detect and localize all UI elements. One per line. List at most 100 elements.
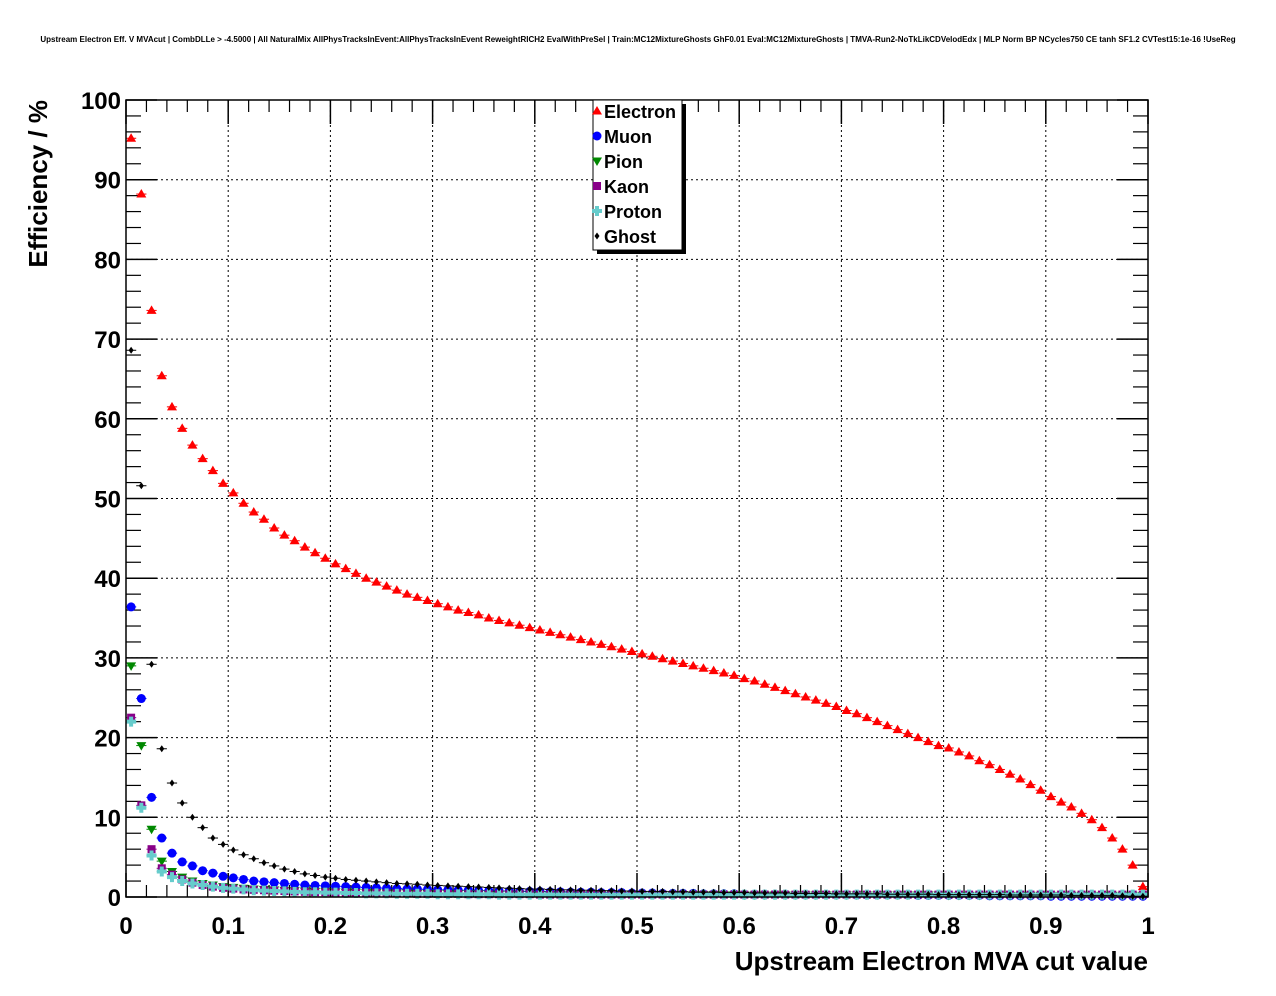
ghost-point	[813, 889, 819, 897]
ghost-point	[649, 887, 655, 895]
ghost-point	[363, 877, 369, 885]
kaon-point	[147, 845, 156, 854]
ghost-point	[302, 870, 308, 878]
series-ghost	[126, 346, 1148, 900]
electron-point	[913, 732, 924, 742]
muon-point	[249, 876, 259, 886]
ghost-point	[670, 888, 676, 896]
electron-point	[831, 701, 842, 711]
electron-point	[1097, 822, 1108, 832]
electron-point	[882, 720, 893, 730]
ghost-point	[629, 887, 635, 895]
legend-label-electron: Electron	[604, 102, 676, 122]
muon-point	[259, 877, 269, 887]
y-tick-label: 80	[94, 247, 121, 274]
electron-point	[483, 613, 494, 622]
electron-point	[422, 595, 433, 605]
ghost-point	[496, 884, 502, 892]
x-tick-label: 1	[1141, 913, 1154, 940]
muon-point	[147, 792, 157, 802]
y-tick-label: 40	[94, 566, 121, 593]
electron-point	[790, 688, 801, 698]
proton-point	[320, 887, 331, 898]
x-tick-label: 0.1	[212, 913, 245, 940]
electron-point	[258, 514, 269, 523]
electron-point	[156, 370, 167, 380]
electron-point	[565, 632, 576, 641]
electron-point	[626, 646, 637, 656]
proton-point	[228, 883, 239, 894]
proton-point	[381, 888, 392, 899]
ghost-point	[537, 885, 543, 893]
electron-point	[1005, 769, 1016, 778]
electron-point	[320, 553, 331, 562]
electron-point	[1107, 833, 1118, 842]
ghost-point	[1130, 892, 1136, 900]
electron-point	[821, 698, 832, 707]
electron-point	[861, 712, 872, 722]
electron-point	[759, 679, 770, 688]
muon-point	[300, 880, 310, 890]
proton-point	[524, 889, 535, 900]
electron-point	[524, 622, 535, 632]
ghost-point	[690, 888, 696, 896]
proton-point	[269, 886, 280, 897]
x-tick-label: 0.7	[825, 913, 858, 940]
electron-point	[218, 478, 229, 487]
electron-point	[442, 601, 453, 611]
ghost-point	[598, 887, 604, 895]
y-tick-label: 100	[81, 88, 121, 115]
tick-labels: 0 0.1 0.2 0.3 0.4 0.5 0.6 0.7 0.8 0.9 101020304050…	[81, 88, 1155, 940]
electron-point	[596, 639, 607, 648]
ghost-point	[578, 886, 584, 894]
electron-point	[269, 522, 280, 532]
x-tick-label: 0	[119, 913, 132, 940]
legend-box	[592, 99, 683, 251]
proton-point	[402, 888, 413, 899]
legend-marker-ghost-icon	[594, 232, 600, 240]
proton-point	[483, 889, 494, 900]
ghost-point	[384, 879, 390, 887]
pion-point	[156, 857, 167, 867]
ghost-point	[138, 482, 144, 490]
proton-point	[258, 885, 269, 896]
electron-point	[964, 750, 975, 760]
y-axis-title: Efficiency / %	[23, 100, 53, 268]
proton-point	[310, 887, 321, 898]
electron-point	[667, 656, 678, 665]
electron-point	[841, 705, 852, 715]
ghost-point	[721, 889, 727, 897]
proton-point	[606, 889, 617, 900]
proton-point	[166, 872, 177, 883]
electron-point	[534, 625, 545, 634]
muon-point	[167, 848, 177, 858]
x-tick-label: 0.9	[1029, 913, 1062, 940]
electron-point	[207, 465, 218, 475]
y-tick-label: 20	[94, 726, 121, 753]
electron-point	[718, 668, 729, 677]
proton-point	[197, 880, 208, 891]
ghost-point	[343, 875, 349, 883]
ghost-point	[639, 887, 645, 895]
electron-point	[279, 530, 290, 539]
proton-point	[432, 889, 443, 900]
x-tick-label: 0.5	[620, 913, 653, 940]
electron-point	[800, 691, 811, 701]
electron-point	[146, 305, 157, 314]
electron-point	[361, 573, 372, 582]
proton-point	[596, 889, 607, 900]
electron-point	[504, 617, 515, 627]
ghost-point	[711, 888, 717, 896]
proton-point	[248, 885, 259, 896]
muon-point	[218, 871, 228, 881]
electron-point	[575, 634, 586, 644]
proton-point	[534, 889, 545, 900]
ghost-point	[905, 890, 911, 898]
electron-point	[1056, 797, 1067, 806]
electron-point	[381, 581, 392, 590]
legend-label-kaon: Kaon	[604, 177, 649, 197]
electron-point	[391, 585, 402, 594]
electron-point	[238, 498, 249, 507]
ghost-point	[353, 876, 359, 884]
proton-point	[371, 888, 382, 899]
